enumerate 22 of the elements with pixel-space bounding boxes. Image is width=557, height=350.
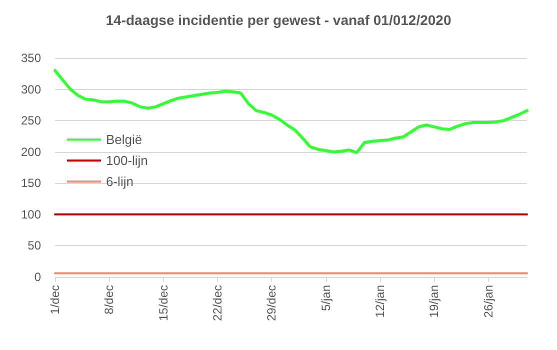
y-tick-label: 200 xyxy=(20,144,42,159)
x-tick-label: 15/dec xyxy=(156,285,170,322)
line-series xyxy=(54,69,528,154)
x-tick-label: 5/jan xyxy=(318,285,333,312)
chart-title: 14-daagse incidentie per gewest - vanaf 01/012/2020 xyxy=(106,12,452,28)
x-tick-label: 1/dec xyxy=(48,285,62,314)
x-tick-label: 19/jan xyxy=(427,285,442,318)
legend-label: België xyxy=(106,132,142,147)
y-tick-label: 100 xyxy=(20,207,42,222)
y-tick-label: 250 xyxy=(20,114,42,128)
legend-label: 100-lijn xyxy=(106,153,148,168)
y-tick-label: 350 xyxy=(20,51,42,65)
y-tick-label: 50 xyxy=(28,238,42,253)
y-tick-label: 150 xyxy=(20,176,42,190)
x-tick-label: 12/jan xyxy=(372,285,387,318)
y-tick-label: 300 xyxy=(20,82,42,96)
x-tick-label: 26/jan xyxy=(481,285,496,318)
y-tick-label: 0 xyxy=(34,270,42,284)
legend-label: 6-lijn xyxy=(106,174,134,189)
x-tick-label: 8/dec xyxy=(102,285,116,314)
x-tick-label: 29/dec xyxy=(264,285,279,322)
x-tick-label: 22/dec xyxy=(210,285,224,322)
